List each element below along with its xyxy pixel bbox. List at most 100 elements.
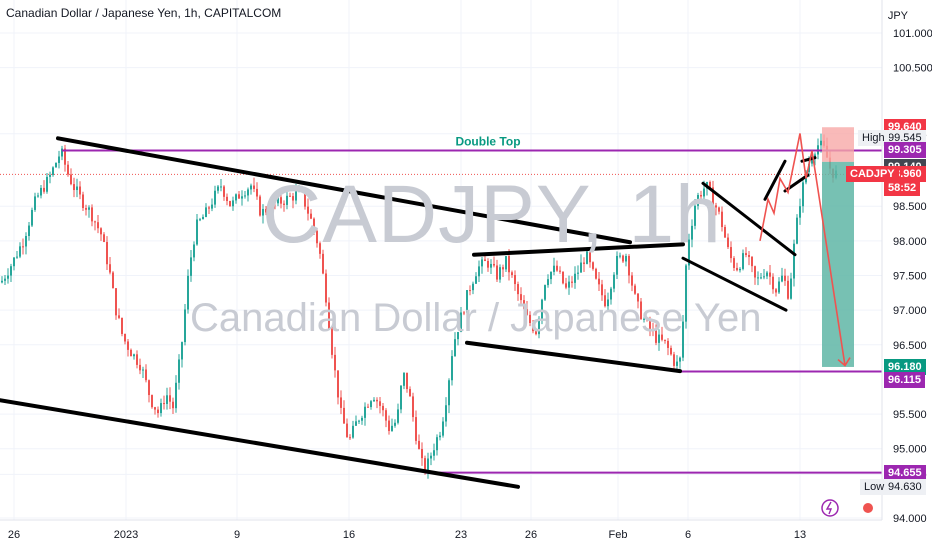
candle-body	[34, 196, 36, 210]
candle-body	[676, 361, 678, 366]
candle-body	[385, 410, 387, 421]
candle-body	[811, 158, 813, 164]
candle-body	[295, 191, 297, 201]
triangle-bottom-line	[465, 340, 682, 374]
candle-body	[76, 186, 78, 191]
candle-body	[559, 270, 561, 272]
candle-body	[664, 339, 666, 341]
candle-body	[463, 312, 465, 314]
candle-body	[220, 186, 222, 188]
candle-body	[442, 421, 444, 436]
candle-body	[640, 301, 642, 319]
candle-body	[802, 182, 804, 207]
candle-body	[343, 407, 345, 424]
price-tick-label: 98.000	[893, 236, 927, 248]
target-price-tag: 96.180	[884, 358, 926, 375]
candle-body	[283, 203, 285, 205]
candle-body	[445, 405, 447, 422]
candle-body	[586, 251, 588, 264]
candle-body	[673, 354, 675, 366]
candle-body	[268, 211, 270, 213]
candle-body	[154, 407, 156, 410]
candle-body	[40, 187, 42, 196]
candle-body	[91, 207, 93, 222]
candle-body	[703, 188, 705, 197]
candle-body	[43, 187, 45, 192]
candle-body	[370, 401, 372, 408]
candle-body	[292, 196, 294, 201]
candle-body	[307, 206, 309, 214]
candle-body	[529, 314, 531, 323]
candle-body	[208, 207, 210, 209]
candle-body	[361, 417, 363, 421]
candle-body	[667, 340, 669, 348]
candle-body	[538, 318, 540, 335]
lightning-glyph-icon	[825, 501, 833, 515]
candle-body	[748, 255, 750, 257]
candle-body	[28, 225, 30, 236]
candle-body	[277, 197, 279, 204]
candle-body	[226, 196, 228, 202]
candle-body	[739, 268, 741, 271]
candle-body	[124, 333, 126, 342]
candle-body	[733, 258, 735, 268]
candle-body	[715, 205, 717, 208]
price-tick-label: 98.500	[893, 201, 927, 213]
candle-body	[115, 288, 117, 316]
time-tick-label: 26	[8, 529, 20, 541]
candle-body	[685, 265, 687, 322]
candle-body	[616, 255, 618, 275]
candle-body	[280, 197, 282, 204]
candle-body	[142, 369, 144, 371]
candle-body	[727, 237, 729, 248]
candle-body	[730, 247, 732, 259]
high-label: High	[858, 130, 889, 147]
candle-body	[421, 448, 423, 459]
countdown-tag: 58:52	[884, 179, 921, 196]
candle-body	[820, 140, 822, 146]
candle-body	[769, 272, 771, 277]
candle-body	[775, 289, 777, 293]
price-axis: 101.000 100.500 99.545 98.500 98.000 97.500 97…	[881, 0, 932, 525]
candle-body	[73, 184, 75, 191]
candle-body	[301, 188, 303, 191]
candle-body	[412, 396, 414, 418]
candle-body	[784, 275, 786, 281]
candle-body	[532, 322, 534, 332]
candle-body	[214, 190, 216, 205]
candle-body	[766, 272, 768, 277]
candle-body	[424, 458, 426, 472]
trend-drawings	[0, 133, 873, 517]
candle-body	[397, 409, 399, 423]
candles	[1, 133, 837, 479]
candle-body	[94, 221, 96, 223]
candle-body	[700, 194, 702, 197]
candle-body	[448, 380, 450, 406]
candle-body	[568, 281, 570, 288]
candle-body	[169, 395, 171, 402]
candle-body	[46, 176, 48, 192]
candle-body	[799, 206, 801, 218]
candle-body	[691, 225, 693, 240]
candle-body	[514, 275, 516, 285]
high-price-tag: 99.545	[884, 130, 926, 147]
candle-body	[319, 243, 321, 254]
candle-body	[427, 458, 429, 472]
candle-body	[574, 273, 576, 283]
candle-body	[127, 341, 129, 350]
candle-body	[328, 302, 330, 330]
candle-body	[25, 235, 27, 247]
candle-body	[634, 285, 636, 294]
candle-body	[400, 385, 402, 410]
target-zone	[822, 161, 854, 367]
candle-body	[58, 156, 60, 163]
time-tick-label: 13	[794, 529, 806, 541]
wedge-bottom-line	[681, 256, 788, 312]
candle-body	[652, 329, 654, 331]
candle-body	[19, 246, 21, 257]
candle-body	[238, 194, 240, 199]
candle-body	[541, 299, 543, 319]
candle-body	[340, 397, 342, 408]
candle-body	[151, 395, 153, 408]
